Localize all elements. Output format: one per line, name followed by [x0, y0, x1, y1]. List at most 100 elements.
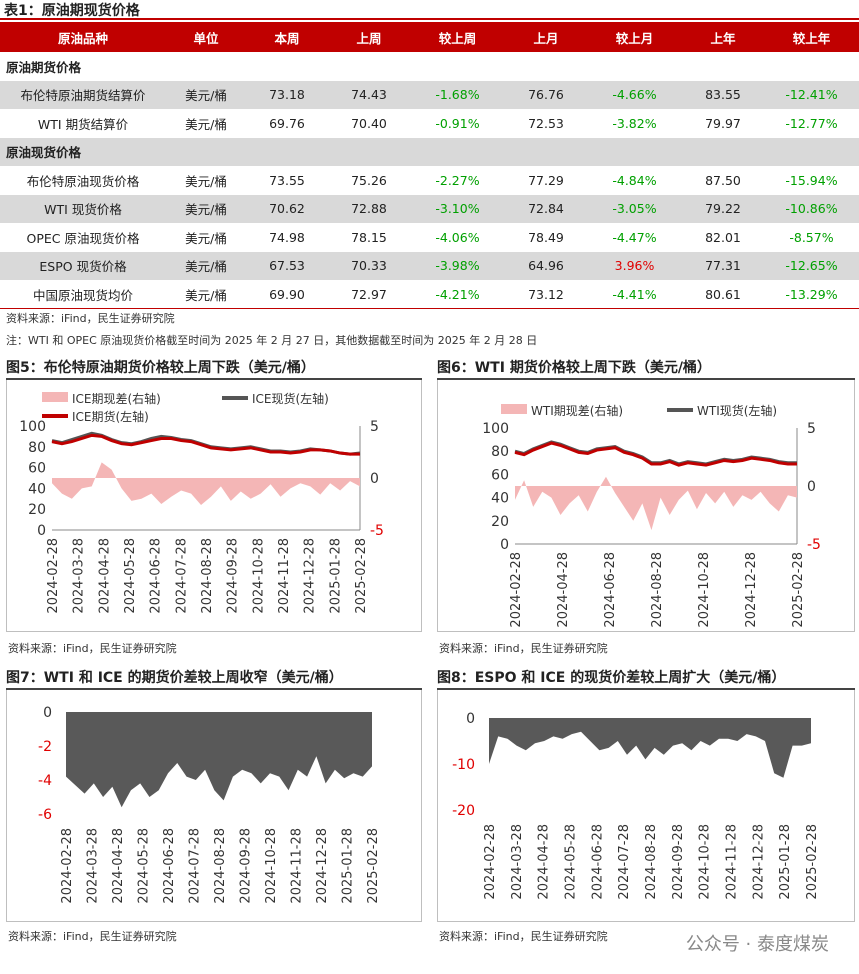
table-row: ESPO 现货价格 美元/桶 67.53 70.33 -3.98% 64.96 …: [0, 251, 859, 280]
x-tick: 2025-02-28: [791, 552, 806, 628]
x-tick: 2024-08-28: [200, 538, 215, 614]
spread-area: [515, 476, 797, 531]
y-right-tick: -5: [807, 537, 821, 553]
y-left-tick: 0: [37, 523, 46, 539]
fig8-box: [437, 690, 855, 922]
area-series: [489, 718, 811, 778]
area-series: [66, 712, 372, 808]
x-tick: 2024-03-28: [86, 828, 101, 904]
y-left-tick: 20: [491, 514, 509, 530]
x-tick: 2024-02-28: [60, 828, 75, 904]
cell-cm: -4.84%: [612, 172, 657, 188]
x-tick: 2024-11-28: [725, 824, 740, 900]
legend-label: ICE现货(左轴): [252, 391, 329, 406]
x-tick: 2024-10-28: [698, 824, 713, 900]
x-tick: 2025-02-28: [366, 828, 381, 904]
cell-lm: 77.29: [528, 172, 564, 188]
fig5-box: [6, 380, 422, 632]
x-tick: 2024-04-28: [537, 824, 552, 900]
x-tick: 2024-06-28: [149, 538, 164, 614]
cell-cw: -2.27%: [435, 172, 480, 188]
fig6-source: 资料来源：iFind，民生证券研究院: [439, 642, 608, 655]
x-tick: 2024-03-28: [72, 538, 87, 614]
cell-lw: 75.26: [351, 172, 387, 188]
cell-cw: -1.68%: [410, 80, 505, 109]
x-tick: 2024-10-28: [697, 552, 712, 628]
header-cell: 上周: [328, 22, 410, 52]
x-tick: 2024-03-28: [510, 824, 525, 900]
y-right-tick: 0: [807, 479, 816, 495]
x-tick: 2024-06-28: [590, 824, 605, 900]
spread-area: [52, 462, 360, 506]
y-tick: -4: [38, 773, 52, 789]
y-tick: 0: [43, 705, 52, 721]
table-row: 布伦特原油期货结算价 美元/桶 73.18 74.43 -1.68% 76.76…: [0, 80, 859, 109]
cell-cur: 74.98: [269, 229, 305, 245]
header-cell: 单位: [166, 22, 246, 52]
cell-cy: -12.65%: [764, 251, 859, 280]
cell-lm: 72.84: [505, 194, 587, 223]
x-tick: 2024-04-28: [111, 828, 126, 904]
table-source: 资料来源：iFind，民生证券研究院: [6, 312, 175, 325]
cell-cur: 69.90: [246, 280, 328, 309]
cell-name: WTI 现货价格: [0, 194, 166, 223]
y-left-tick: 100: [482, 421, 509, 437]
x-tick: 2025-01-28: [328, 538, 343, 614]
x-tick: 2025-01-28: [778, 824, 793, 900]
fig5-title: 图5：布伦特原油期货价格较上周下跌（美元/桶）: [6, 358, 422, 380]
y-left-tick: 60: [28, 461, 46, 477]
cell-lw: 78.15: [351, 229, 387, 245]
fig8-source: 资料来源：iFind，民生证券研究院: [439, 930, 608, 943]
x-tick: 2024-02-28: [509, 552, 524, 628]
cell-ly: 79.22: [682, 194, 764, 223]
cell-lw: 72.97: [328, 280, 410, 309]
y-left-tick: 20: [28, 502, 46, 518]
x-tick: 2024-05-28: [123, 538, 138, 614]
fig5-chart: ICE期现差(右轴) ICE现货(左轴) ICE期货(左轴) 0 20 40 60 80 100…: [19, 391, 384, 614]
x-tick: 2025-02-28: [805, 824, 820, 900]
table-row: 中国原油现货均价 美元/桶 69.90 72.97 -4.21% 73.12 -…: [0, 280, 859, 309]
x-tick: 2024-07-28: [617, 824, 632, 900]
header-cell: 本周: [246, 22, 328, 52]
legend-label: WTI现货(左轴): [697, 403, 777, 418]
legend-label: ICE期货(左轴): [72, 409, 149, 424]
section-row: 原油期货价格: [0, 52, 859, 81]
cell-cm: -4.47%: [612, 229, 657, 245]
cell-name: OPEC 原油现货价格: [26, 230, 140, 246]
section-row: 原油现货价格: [0, 137, 859, 166]
x-tick: 2024-09-28: [239, 828, 254, 904]
x-tick: 2024-11-28: [290, 828, 305, 904]
y-right-tick: -5: [370, 523, 384, 539]
cell-lm: 64.96: [505, 251, 587, 280]
header-cell: 原油品种: [0, 22, 166, 52]
cell-ly: 79.97: [705, 115, 741, 131]
cell-unit: 美元/桶: [166, 280, 246, 309]
header-cell: 较上周: [410, 22, 505, 52]
cell-cm: 3.96%: [587, 251, 682, 280]
fig6-box: [437, 380, 855, 632]
fig8-chart: 0 -10 -20 2024-02-28 2024-03-28 2024-04-28 202…: [452, 711, 820, 900]
cell-ly: 80.61: [682, 280, 764, 309]
cell-unit: 美元/桶: [185, 173, 227, 189]
fig5-source: 资料来源：iFind，民生证券研究院: [8, 642, 177, 655]
future-line: [51, 433, 360, 456]
header-cell: 上月: [505, 22, 587, 52]
cell-cm: -3.82%: [612, 115, 657, 131]
x-tick: 2024-11-28: [277, 538, 292, 614]
x-tick: 2024-12-28: [751, 824, 766, 900]
x-tick: 2024-10-28: [264, 828, 279, 904]
cell-name: WTI 期货结算价: [37, 116, 129, 132]
cell-ly: 87.50: [705, 172, 741, 188]
x-tick: 2024-09-28: [671, 824, 686, 900]
y-left-tick: 40: [491, 491, 509, 507]
cell-cw: -4.21%: [410, 280, 505, 309]
x-tick: 2024-02-28: [46, 538, 61, 614]
table-row: OPEC 原油现货价格 美元/桶 74.98 78.15 -4.06% 78.4…: [0, 223, 859, 252]
fig7-chart: 0 -2 -4 -6 2024-02-28 2024-03-28 2024-04-28 202…: [38, 705, 381, 904]
y-left-tick: 60: [491, 467, 509, 483]
cell-cm: -4.41%: [587, 280, 682, 309]
cell-lm: 78.49: [528, 229, 564, 245]
x-tick: 2024-12-28: [315, 828, 330, 904]
cell-name: 中国原油现货均价: [0, 280, 166, 309]
y-tick: -20: [452, 803, 475, 819]
